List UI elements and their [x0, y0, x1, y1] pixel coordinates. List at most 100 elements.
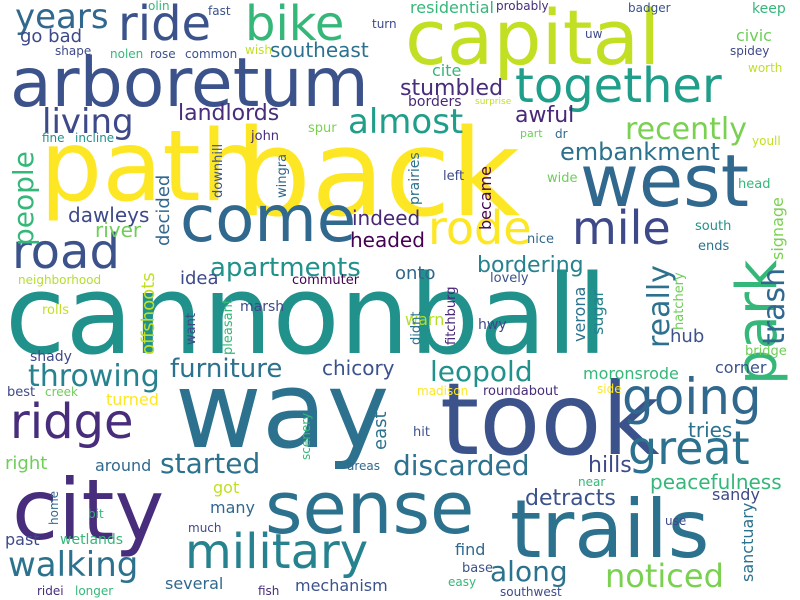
word-hwy: hwy	[478, 317, 507, 333]
word-fish: fish	[258, 584, 280, 598]
word-fast: fast	[208, 4, 231, 18]
word-southwest: southwest	[500, 585, 562, 599]
word-leopold: leopold	[430, 355, 533, 388]
word-fine: fine	[42, 131, 65, 145]
word-going: going	[622, 368, 762, 426]
word-indeed: indeed	[352, 206, 421, 230]
word-chicory: chicory	[322, 356, 395, 380]
word-use: use	[665, 514, 687, 528]
word-ridge: ridge	[10, 394, 134, 450]
word-capital: capital	[405, 0, 661, 82]
word-neighborhood: neighborhood	[18, 273, 102, 287]
word-go-bad: go bad	[20, 26, 83, 47]
word-part: part	[520, 127, 543, 140]
word-turn: turn	[372, 17, 397, 31]
word-several: several	[165, 574, 224, 593]
word-discarded: discarded	[393, 449, 530, 482]
word-uw: uw	[585, 27, 603, 41]
word-trails: trails	[510, 483, 710, 576]
word-recently: recently	[625, 112, 747, 147]
word-sugar: sugar	[588, 289, 607, 335]
word-furniture: furniture	[170, 354, 283, 384]
word-almost: almost	[348, 102, 464, 142]
word-became: became	[476, 165, 495, 230]
word-river: river	[95, 218, 142, 242]
word-much: much	[188, 521, 222, 535]
word-way: way	[175, 349, 390, 472]
word-scenery: scenery	[299, 412, 313, 460]
word-moronsrode: moronsrode	[583, 364, 679, 383]
word-sanctuary: sanctuary	[738, 502, 757, 582]
word-decided: decided	[153, 174, 174, 246]
word-nice: nice	[527, 232, 554, 247]
word-peacefulness: peacefulness	[650, 470, 782, 494]
word-near: near	[578, 475, 606, 489]
word-badger: badger	[628, 1, 671, 15]
word-city: city	[12, 461, 165, 559]
word-civic: civic	[736, 26, 772, 45]
word-back: back	[235, 105, 521, 244]
word-road: road	[12, 224, 120, 280]
word-residential: residential	[410, 0, 494, 17]
word-cannonball: cannonball	[5, 251, 608, 379]
word-nolen: nolen	[110, 47, 144, 61]
word-commuter: commuter	[292, 273, 360, 288]
word-walking: walking	[8, 545, 139, 585]
word-arboretum: arboretum	[10, 44, 369, 123]
word-john: john	[251, 129, 280, 144]
word-bordering: bordering	[477, 253, 584, 278]
word-head: head	[738, 177, 771, 192]
word-rode: rode	[428, 201, 532, 255]
word-shape: shape	[55, 44, 92, 58]
word-incline: incline	[75, 131, 115, 145]
word-awful: awful	[515, 103, 575, 128]
word-roundabout: roundabout	[483, 384, 559, 399]
word-youll: youll	[752, 134, 781, 148]
word-hatchery: hatchery	[672, 272, 687, 330]
word-warn: warn	[405, 310, 445, 329]
word-west: west	[580, 139, 749, 223]
word-spidey: spidey	[730, 44, 770, 58]
word-rolls: rolls	[42, 303, 70, 318]
word-path: path	[40, 110, 263, 224]
word-mile: mile	[572, 201, 671, 255]
word-base: base	[462, 561, 493, 576]
word-marsh: marsh	[240, 299, 285, 315]
word-want: want	[184, 313, 199, 345]
word-cite: cite	[432, 61, 462, 80]
word-keep: keep	[752, 1, 786, 17]
word-come: come	[180, 183, 357, 257]
word-corner: corner	[715, 358, 767, 377]
word-olin: olin	[148, 0, 170, 13]
word-borders: borders	[408, 94, 462, 110]
word-great: great	[628, 421, 750, 475]
word-left: left	[443, 169, 465, 184]
word-wingra: wingra	[275, 153, 290, 198]
word-trash: trash	[757, 267, 792, 345]
word-signage: signage	[768, 197, 787, 260]
word-sense: sense	[265, 466, 475, 550]
word-worth: worth	[748, 61, 783, 75]
word-living: living	[42, 102, 134, 142]
word-common: common	[185, 47, 238, 61]
word-downhill: downhill	[211, 143, 226, 198]
word-find: find	[455, 540, 486, 559]
word-together: together	[515, 58, 722, 114]
word-ridei: ridei	[37, 584, 64, 598]
word-side: side	[597, 382, 622, 396]
word-prairies: prairies	[407, 152, 423, 205]
word-offshoots: offshoots	[138, 272, 159, 355]
word-embankment: embankment	[560, 138, 720, 166]
word-longer: longer	[75, 584, 114, 598]
word-along: along	[490, 555, 568, 588]
word-wetlands: wetlands	[60, 532, 124, 548]
word-hit: hit	[413, 425, 430, 440]
word-dawleys: dawleys	[68, 203, 150, 227]
word-hub: hub	[670, 326, 705, 347]
word-areas: areas	[347, 459, 381, 473]
word-home: home	[47, 490, 61, 525]
word-took: took	[440, 361, 660, 478]
word-tries: tries	[688, 418, 733, 442]
word-around: around	[95, 456, 152, 475]
